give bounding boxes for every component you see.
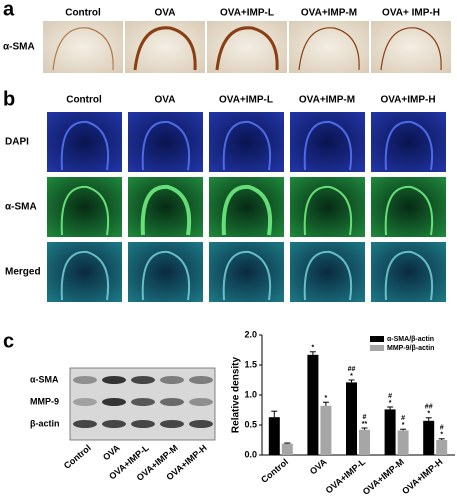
x-tick-label: OVA+IMP-M: [361, 457, 406, 497]
bar: [384, 409, 396, 455]
blot-band: [73, 376, 97, 384]
significance-marker: #: [363, 414, 367, 421]
blot-band: [102, 376, 126, 384]
airway-outline: [303, 120, 352, 171]
row-label: α-SMA: [5, 202, 37, 213]
airway-outline: [222, 250, 271, 301]
blot-row-label: MMP-9: [30, 396, 59, 406]
airway-outline: [303, 185, 352, 236]
row-label: Merged: [5, 267, 41, 278]
airway-outline: [303, 250, 352, 301]
significance-marker: *: [389, 400, 392, 407]
blot-band: [160, 420, 184, 428]
column-header: OVA+IMP-M: [299, 95, 355, 106]
airway-outline: [222, 120, 271, 171]
x-tick-label: Control: [259, 457, 290, 485]
row-label: α-SMA: [3, 42, 35, 53]
bar: [436, 440, 448, 455]
bar: [346, 382, 357, 455]
blot-band: [131, 376, 155, 384]
airway-outline: [384, 185, 433, 236]
legend-swatch: [370, 336, 384, 342]
column-header: OVA: [155, 95, 176, 106]
airway-outline: [141, 120, 190, 171]
legend-label: MMP-9/β-actin: [387, 345, 434, 352]
legend-swatch: [370, 345, 384, 351]
column-header: OVA+IMP-L: [220, 8, 274, 19]
significance-marker: *: [440, 432, 443, 439]
column-header: OVA+IMP-H: [380, 95, 435, 106]
panel-label: b: [3, 88, 15, 110]
row-label: DAPI: [5, 137, 29, 148]
y-tick-label: 0.5: [244, 419, 257, 429]
lane-label: OVA: [101, 442, 122, 462]
airway-outline: [221, 184, 272, 236]
significance-marker: *: [312, 345, 315, 352]
x-tick-label: OVA: [308, 456, 329, 476]
column-header: OVA: [155, 8, 176, 19]
y-axis-label: Relative density: [231, 356, 242, 433]
blot-row-label: β-actin: [30, 418, 60, 428]
lane-label: Control: [62, 443, 93, 471]
y-tick-label: 0.0: [244, 449, 257, 459]
y-tick-label: 1.0: [244, 389, 257, 399]
blot-band: [189, 376, 213, 384]
airway-outline: [140, 184, 191, 236]
blot-band: [102, 420, 126, 428]
airway-outline: [52, 27, 114, 71]
significance-marker: #: [440, 425, 444, 432]
histology-image: [371, 21, 451, 73]
bar: [268, 417, 280, 455]
y-tick-label: 1.5: [244, 359, 257, 369]
bar: [359, 429, 370, 455]
blot-band: [131, 420, 155, 428]
y-tick-label: 2.0: [244, 329, 257, 339]
airway-outline: [60, 120, 109, 171]
significance-marker: #: [401, 415, 405, 422]
bar: [307, 354, 319, 455]
legend-label: α-SMA/β-actin: [387, 336, 434, 343]
significance-marker: *: [427, 411, 430, 418]
airway-outline: [380, 27, 442, 71]
blot-row-label: α-SMA: [30, 374, 59, 384]
column-header: OVA+ IMP-H: [382, 8, 440, 19]
significance-marker: *: [350, 373, 353, 380]
airway-outline: [60, 250, 109, 301]
bar: [423, 420, 435, 455]
blot-band: [73, 398, 97, 406]
airway-outline: [298, 27, 360, 71]
airway-outline: [384, 120, 433, 171]
airway-outline: [215, 26, 279, 71]
blot-band: [131, 398, 155, 406]
column-header: Control: [65, 8, 101, 19]
airway-outline: [60, 185, 109, 236]
significance-marker: #: [388, 393, 392, 400]
column-header: OVA+IMP-M: [301, 8, 357, 19]
panel-label: a: [3, 0, 15, 20]
x-tick-label: OVA+IMP-H: [400, 457, 444, 497]
significance-marker: **: [362, 421, 368, 428]
airway-outline: [133, 26, 197, 71]
blot-band: [73, 420, 97, 428]
significance-marker: *: [325, 395, 328, 402]
bar: [320, 405, 332, 455]
column-header: OVA+IMP-L: [219, 95, 273, 106]
blot-band: [160, 398, 184, 406]
blot-band: [189, 398, 213, 406]
bar: [397, 430, 409, 455]
blot-band: [189, 420, 213, 428]
panel-label: c: [3, 330, 14, 352]
column-header: Control: [66, 95, 102, 106]
histology-image: [289, 21, 369, 73]
airway-outline: [141, 250, 190, 301]
histology-image: [43, 21, 123, 73]
significance-marker: *: [402, 422, 405, 429]
significance-marker: ##: [348, 366, 356, 373]
significance-marker: ##: [425, 404, 433, 411]
bar: [281, 443, 293, 455]
blot-band: [102, 398, 126, 406]
blot-band: [160, 376, 184, 384]
airway-outline: [384, 250, 433, 301]
